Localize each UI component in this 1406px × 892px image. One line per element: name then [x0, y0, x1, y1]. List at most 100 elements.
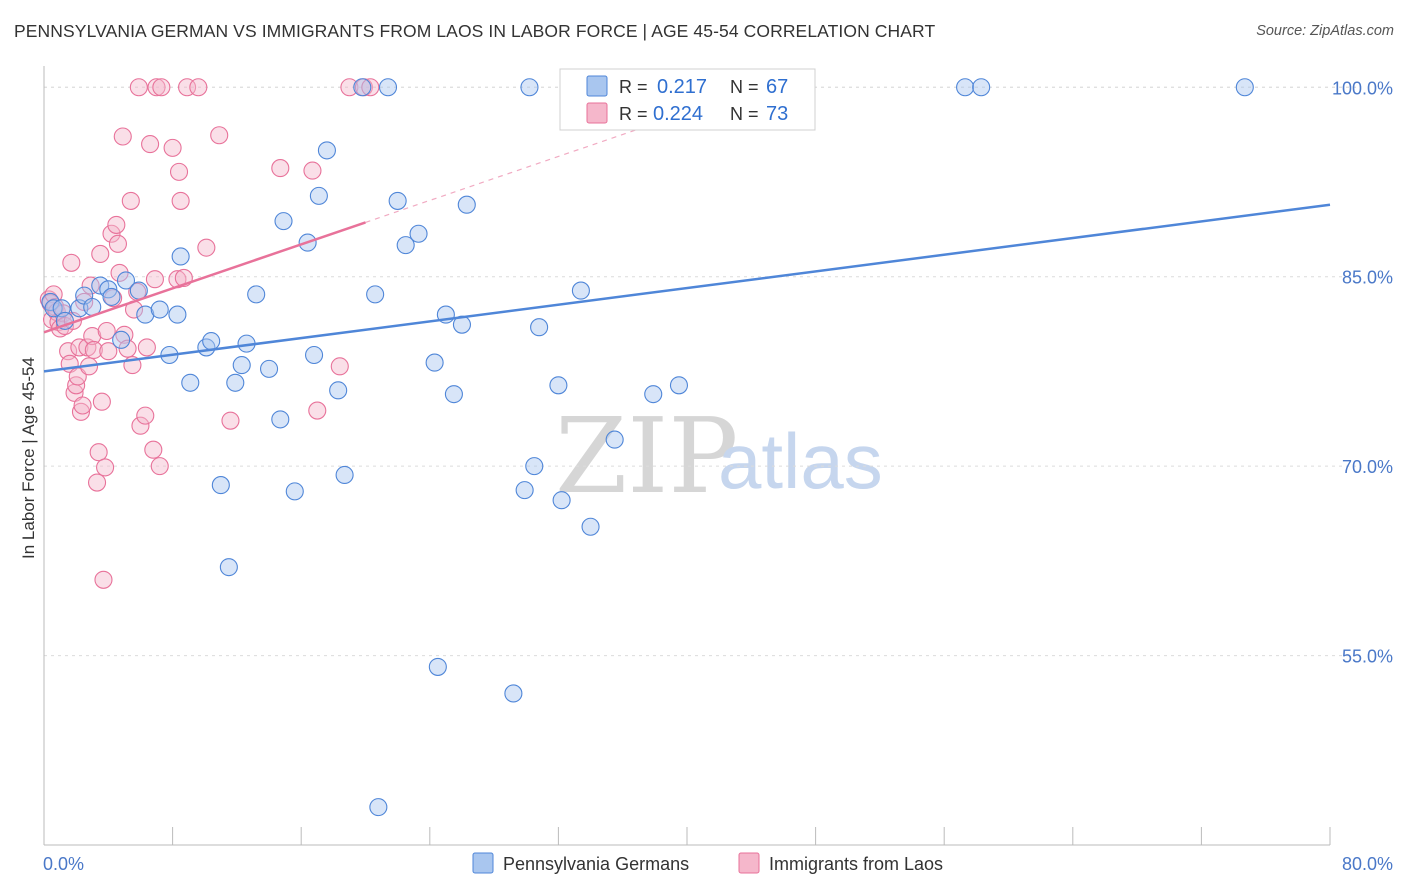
- series-legend: Pennsylvania Germans Immigrants from Lao…: [472, 852, 943, 874]
- point-immigrants-from-laos: [84, 340, 103, 359]
- point-immigrants-from-laos: [141, 135, 160, 154]
- point-immigrants-from-laos: [99, 342, 118, 361]
- point-immigrants-from-laos: [137, 338, 156, 357]
- point-pennsylvania-germans: [571, 281, 590, 300]
- point-pennsylvania-germans: [644, 385, 663, 404]
- point-immigrants-from-laos: [110, 263, 129, 282]
- point-immigrants-from-laos: [107, 215, 126, 234]
- point-pennsylvania-germans: [102, 287, 121, 306]
- series-pennsylvania-germans: [41, 78, 1254, 817]
- legend-n-label-pink: N =: [730, 104, 759, 124]
- point-immigrants-from-laos: [115, 325, 134, 344]
- point-immigrants-from-laos: [129, 78, 148, 97]
- point-immigrants-from-laos: [169, 162, 189, 181]
- y-axis-label: In Labor Force | Age 45-54: [19, 357, 38, 559]
- point-pennsylvania-germans: [305, 345, 324, 365]
- point-pennsylvania-germans: [136, 305, 155, 324]
- series-legend-label-pennsylvania-germans: Pennsylvania Germans: [503, 854, 689, 874]
- point-immigrants-from-laos: [113, 127, 132, 146]
- point-pennsylvania-germans: [353, 78, 372, 97]
- point-immigrants-from-laos: [303, 161, 322, 180]
- series-legend-swatch-pennsylvania-germans: [472, 852, 494, 874]
- point-pennsylvania-germans: [317, 141, 336, 160]
- trend-line-pennsylvania-germans: [43, 203, 1331, 373]
- point-pennsylvania-germans: [605, 430, 624, 449]
- point-immigrants-from-laos: [131, 416, 150, 435]
- trend-line-immigrants-from-laos-extension: [365, 111, 688, 223]
- point-pennsylvania-germans: [369, 798, 388, 817]
- point-immigrants-from-laos: [102, 224, 121, 243]
- point-pennsylvania-germans: [396, 236, 415, 255]
- point-pennsylvania-germans: [520, 78, 539, 97]
- point-pennsylvania-germans: [504, 684, 523, 703]
- point-pennsylvania-germans: [150, 300, 169, 319]
- point-immigrants-from-laos: [83, 326, 102, 346]
- stats-legend: R = 0.217 N = 67 R = 0.224 N = 73: [559, 68, 816, 131]
- point-pennsylvania-germans: [309, 186, 328, 205]
- point-immigrants-from-laos: [171, 191, 190, 210]
- point-pennsylvania-germans: [219, 558, 238, 577]
- point-pennsylvania-germans: [972, 78, 991, 97]
- point-pennsylvania-germans: [366, 285, 385, 304]
- point-immigrants-from-laos: [97, 321, 116, 341]
- legend-swatch-blue: [586, 75, 608, 97]
- point-pennsylvania-germans: [202, 332, 221, 351]
- y-tick-labels: 55.0% 70.0% 85.0% 100.0%: [1332, 78, 1393, 666]
- point-immigrants-from-laos: [73, 396, 92, 415]
- point-pennsylvania-germans: [457, 195, 476, 214]
- point-immigrants-from-laos: [150, 457, 169, 476]
- point-immigrants-from-laos: [136, 406, 155, 425]
- point-pennsylvania-germans: [549, 376, 568, 395]
- point-pennsylvania-germans: [181, 373, 200, 392]
- legend-r-label-pink: R =: [619, 104, 648, 124]
- source-credit: Source: ZipAtlas.com: [1256, 23, 1394, 39]
- point-pennsylvania-germans: [329, 381, 348, 400]
- point-pennsylvania-germans: [1235, 78, 1254, 97]
- y-tick-label: 100.0%: [1332, 78, 1393, 98]
- x-tick-label-min: 0.0%: [43, 854, 84, 874]
- point-immigrants-from-laos: [108, 234, 127, 253]
- point-immigrants-from-laos: [121, 191, 140, 210]
- point-immigrants-from-laos: [189, 78, 208, 97]
- point-immigrants-from-laos: [96, 458, 115, 477]
- legend-r-value-pink: 0.224: [653, 103, 703, 125]
- point-pennsylvania-germans: [669, 376, 689, 395]
- point-pennsylvania-germans: [956, 78, 975, 97]
- point-pennsylvania-germans: [425, 353, 444, 372]
- point-immigrants-from-laos: [197, 238, 216, 257]
- point-immigrants-from-laos: [91, 244, 110, 264]
- point-immigrants-from-laos: [147, 78, 166, 97]
- point-immigrants-from-laos: [81, 276, 100, 295]
- point-immigrants-from-laos: [221, 411, 240, 430]
- point-pennsylvania-germans: [112, 330, 131, 349]
- axes: [43, 66, 1331, 846]
- point-pennsylvania-germans: [168, 305, 187, 324]
- chart-title: PENNSYLVANIA GERMAN VS IMMIGRANTS FROM L…: [14, 21, 936, 41]
- point-pennsylvania-germans: [259, 359, 279, 378]
- legend-r-value-blue: 0.217: [657, 76, 707, 98]
- point-immigrants-from-laos: [89, 443, 108, 462]
- point-pennsylvania-germans: [247, 285, 266, 304]
- point-immigrants-from-laos: [308, 401, 327, 420]
- point-pennsylvania-germans: [378, 78, 398, 97]
- point-pennsylvania-germans: [428, 657, 447, 676]
- point-pennsylvania-germans: [211, 476, 230, 495]
- legend-r-label-blue: R =: [619, 77, 648, 97]
- point-pennsylvania-germans: [274, 212, 293, 231]
- point-pennsylvania-germans: [226, 373, 245, 392]
- y-tick-label: 85.0%: [1342, 268, 1393, 288]
- x-tick-label-max: 80.0%: [1342, 854, 1393, 874]
- point-immigrants-from-laos: [62, 253, 81, 272]
- point-pennsylvania-germans: [232, 356, 251, 375]
- point-pennsylvania-germans: [285, 482, 304, 501]
- legend-n-value-blue: 67: [766, 76, 788, 98]
- point-immigrants-from-laos: [92, 392, 111, 411]
- legend-swatch-pink: [586, 102, 608, 124]
- point-immigrants-from-laos: [340, 78, 359, 97]
- point-pennsylvania-germans: [444, 385, 463, 404]
- point-pennsylvania-germans: [525, 457, 544, 476]
- point-pennsylvania-germans: [388, 191, 407, 210]
- point-immigrants-from-laos: [210, 126, 229, 145]
- point-pennsylvania-germans: [335, 465, 354, 485]
